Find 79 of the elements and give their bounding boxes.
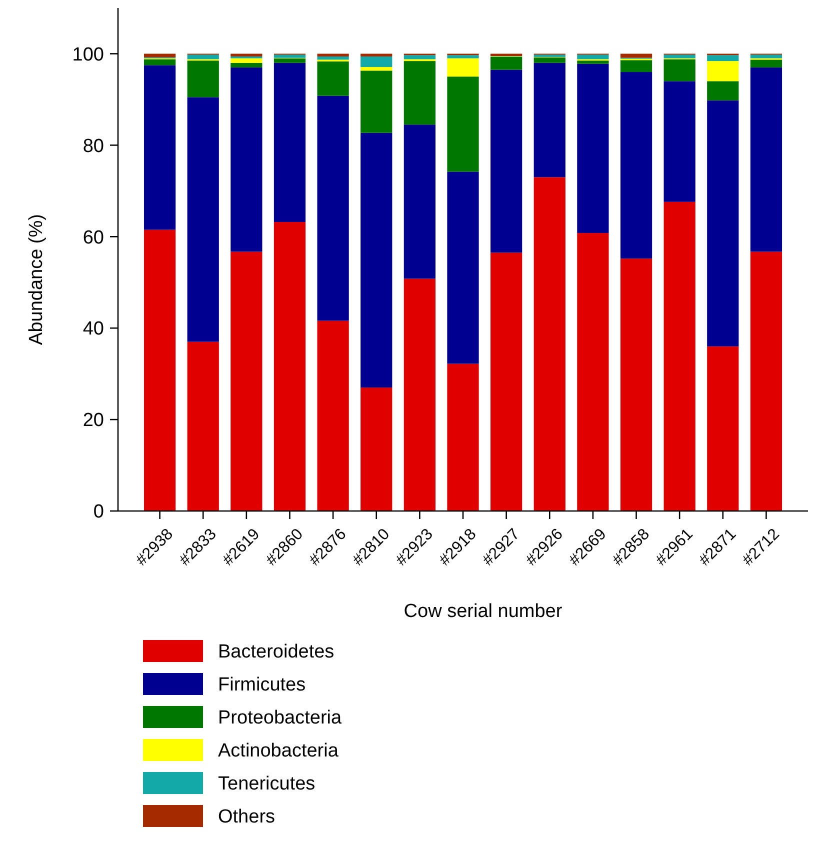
- y-axis-title: Abundance (%): [26, 214, 47, 345]
- y-tick-label: 20: [82, 410, 104, 432]
- bar: [620, 72, 652, 259]
- bar: [577, 60, 609, 64]
- bar: [360, 388, 392, 511]
- bar: [404, 55, 436, 60]
- bar: [534, 57, 566, 63]
- legend-label: Others: [218, 806, 276, 828]
- bar: [577, 54, 609, 60]
- bar: [447, 55, 479, 58]
- bar: [360, 70, 392, 133]
- bar: [490, 70, 522, 253]
- legend-label: Actinobacteria: [218, 740, 339, 762]
- bar: [707, 100, 739, 346]
- bar: [707, 61, 739, 82]
- bar: [144, 230, 176, 511]
- bar: [750, 54, 782, 58]
- bar: [230, 62, 262, 68]
- bar: [404, 278, 436, 511]
- bar: [317, 96, 349, 321]
- bar: [187, 54, 219, 60]
- bar: [360, 56, 392, 67]
- bar: [317, 56, 349, 60]
- bar: [274, 54, 306, 58]
- bar: [490, 56, 522, 70]
- bar: [360, 132, 392, 388]
- y-tick-label: 40: [82, 318, 104, 340]
- bar: [187, 60, 219, 98]
- bar: [274, 62, 306, 222]
- bar: [664, 202, 696, 511]
- y-tick-label: 80: [82, 136, 104, 157]
- y-tick-label: 100: [72, 44, 104, 66]
- bar: [360, 66, 392, 71]
- bar: [230, 252, 262, 511]
- bar: [750, 67, 782, 252]
- bar: [274, 222, 306, 511]
- bar: [534, 62, 566, 178]
- bar: [620, 258, 652, 511]
- bar: [447, 76, 479, 172]
- bar: [230, 58, 262, 63]
- bar: [447, 172, 479, 364]
- legend-label: Proteobacteria: [218, 708, 342, 729]
- bar: [447, 364, 479, 511]
- bar: [404, 61, 436, 125]
- legend-label: Firmicutes: [218, 674, 306, 696]
- bar: [144, 65, 176, 230]
- bar: [317, 62, 349, 96]
- bar: [664, 81, 696, 202]
- bar: [664, 59, 696, 82]
- bar: [317, 54, 349, 56]
- bar: [144, 59, 176, 66]
- bar: [404, 124, 436, 279]
- bar: [447, 58, 479, 77]
- bar: [187, 97, 219, 342]
- bar: [230, 67, 262, 252]
- bar: [187, 342, 219, 511]
- bar: [534, 177, 566, 511]
- y-tick-label: 0: [93, 502, 104, 523]
- bar: [707, 346, 739, 511]
- bar: [317, 320, 349, 511]
- bar: [230, 54, 262, 56]
- bar: [577, 232, 609, 511]
- bar: [274, 58, 306, 63]
- bar: [707, 55, 739, 62]
- bar: [620, 54, 652, 58]
- bar: [664, 54, 696, 58]
- legend-label: Tenericutes: [218, 774, 316, 795]
- bar: [620, 60, 652, 72]
- legend-label: Bacteroidetes: [218, 642, 334, 663]
- bar: [750, 60, 782, 68]
- bar: [490, 54, 522, 56]
- bar: [360, 54, 392, 56]
- bar: [707, 81, 739, 100]
- bar: [577, 64, 609, 233]
- bar: [490, 252, 522, 511]
- x-axis-title: Cow serial number: [404, 601, 563, 622]
- y-tick-label: 60: [82, 227, 104, 248]
- bar: [750, 252, 782, 511]
- bar: [144, 54, 176, 58]
